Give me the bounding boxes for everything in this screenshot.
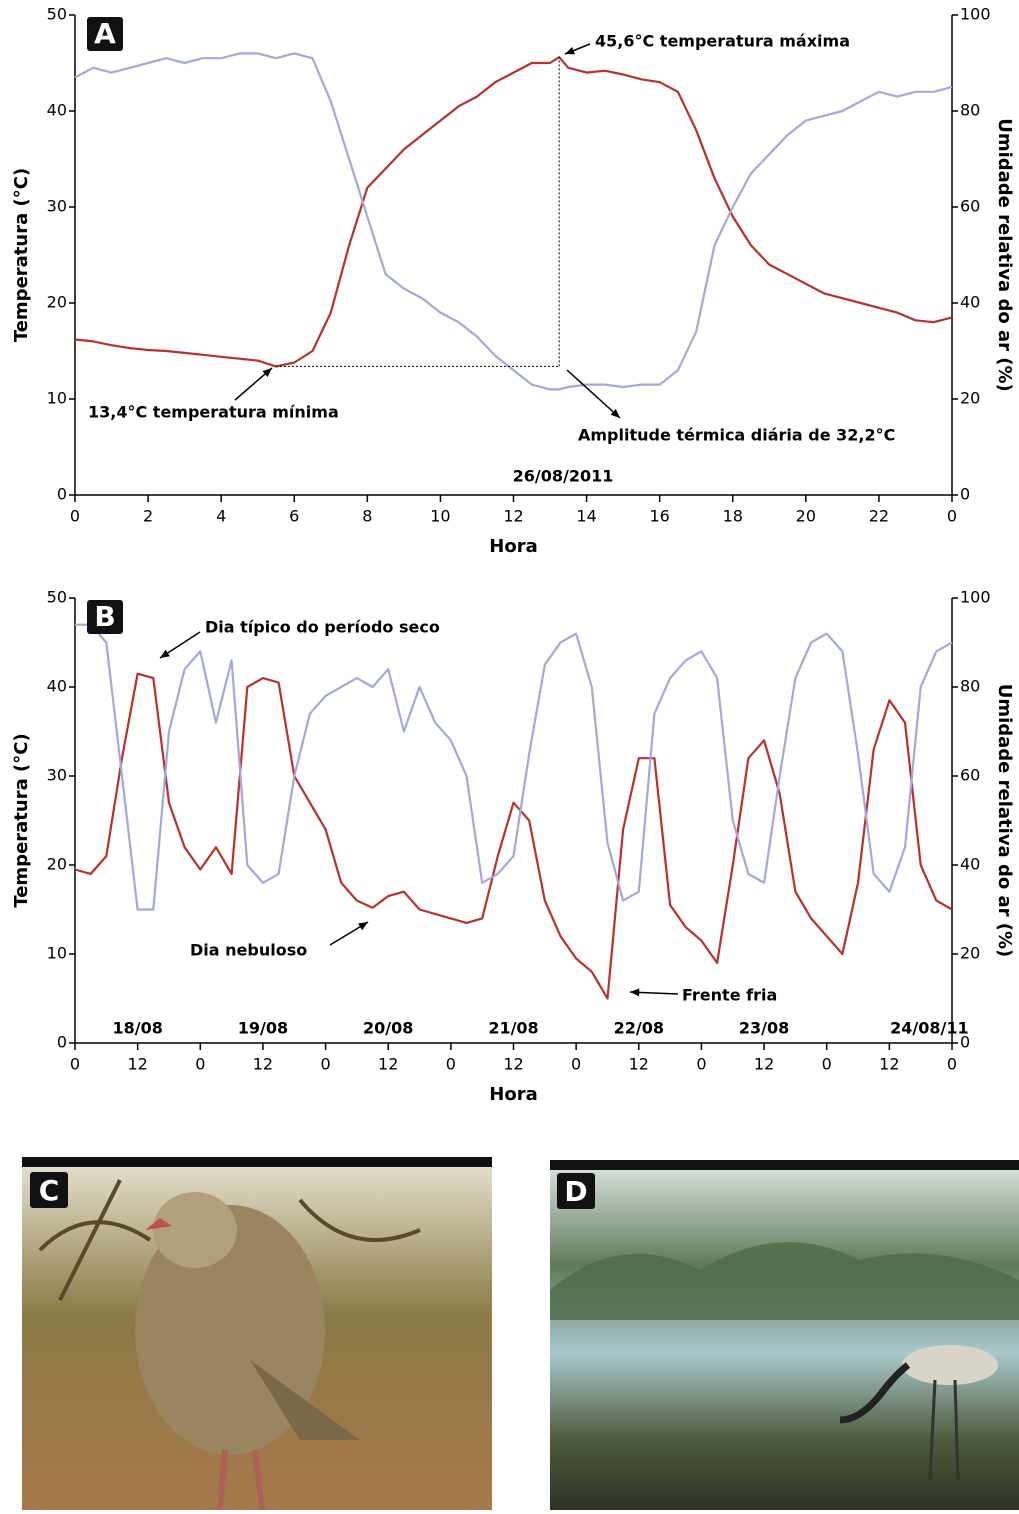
y-tick-label: 50	[47, 5, 67, 24]
x-tick-label: 12	[127, 1055, 147, 1074]
x-tick-label: 14	[576, 507, 596, 526]
x-tick-label: 20	[796, 507, 816, 526]
y2-tick-label: 40	[960, 293, 980, 312]
y-tick-label: 30	[47, 766, 67, 785]
y-tick-label: 20	[47, 293, 67, 312]
annotation: 13,4°C temperatura mínima	[88, 403, 339, 422]
day-label: 23/08	[739, 1019, 789, 1038]
x-tick-label: 8	[362, 507, 372, 526]
x-tick-label: 12	[253, 1055, 273, 1074]
y-axis-label: Temperatura (°C)	[11, 168, 32, 342]
x-tick-label: 12	[503, 1055, 523, 1074]
y2-axis-label: Umidade relativa do ar (%)	[994, 118, 1015, 392]
data-line	[74, 672, 953, 1000]
data-line	[74, 52, 953, 391]
arrow-head	[630, 988, 640, 997]
y2-tick-label: 100	[960, 5, 991, 24]
y2-tick-label: 80	[960, 101, 980, 120]
y2-tick-label: 60	[960, 766, 980, 785]
y-tick-label: 20	[47, 855, 67, 874]
x-tick-label: 22	[869, 507, 889, 526]
y2-tick-label: 20	[960, 389, 980, 408]
y-tick-label: 0	[57, 485, 67, 504]
day-label: 20/08	[363, 1019, 413, 1038]
y2-tick-label: 40	[960, 855, 980, 874]
y2-tick-label: 100	[960, 588, 991, 607]
annotation: 45,6°C temperatura máxima	[595, 32, 850, 51]
day-label: 22/08	[614, 1019, 664, 1038]
y-tick-label: 40	[47, 101, 67, 120]
y2-tick-label: 0	[960, 485, 970, 504]
x-tick-label: 0	[947, 1055, 957, 1074]
x-tick-label: 12	[378, 1055, 398, 1074]
x-tick-label: 0	[947, 507, 957, 526]
y-tick-label: 0	[57, 1033, 67, 1052]
arrow-head	[160, 649, 170, 658]
panel-label: A	[94, 17, 116, 50]
y-tick-label: 10	[47, 944, 67, 963]
photo-label: C	[39, 1174, 60, 1207]
x-axis-label: Hora	[489, 536, 537, 557]
x-axis-label: Hora	[489, 1084, 537, 1105]
x-tick-label: 0	[320, 1055, 330, 1074]
photo-label: D	[564, 1175, 587, 1208]
arrow	[566, 369, 621, 419]
photo-d	[550, 1160, 1019, 1510]
day-label: 24/08/11	[890, 1019, 968, 1038]
x-tick-label: 0	[446, 1055, 456, 1074]
x-tick-label: 0	[70, 507, 80, 526]
arrow-head	[565, 46, 575, 55]
x-tick-label: 0	[822, 1055, 832, 1074]
annotation: Amplitude térmica diária de 32,2°C	[578, 426, 895, 445]
y-tick-label: 10	[47, 389, 67, 408]
x-tick-label: 2	[143, 507, 153, 526]
y-axis-label: Temperatura (°C)	[11, 733, 32, 907]
x-tick-label: 0	[696, 1055, 706, 1074]
day-label: 21/08	[488, 1019, 538, 1038]
day-label: 18/08	[112, 1019, 162, 1038]
y2-tick-label: 20	[960, 944, 980, 963]
arrow-head	[262, 368, 272, 377]
x-tick-label: 0	[195, 1055, 205, 1074]
panel-badge	[87, 17, 123, 51]
x-tick-label: 10	[430, 507, 450, 526]
annotation: Frente fria	[682, 986, 777, 1005]
x-tick-label: 12	[754, 1055, 774, 1074]
annotation: 26/08/2011	[513, 467, 614, 486]
day-label: 19/08	[238, 1019, 288, 1038]
panel-badge	[87, 600, 123, 634]
y2-tick-label: 80	[960, 677, 980, 696]
y-tick-label: 30	[47, 197, 67, 216]
photo-c	[22, 1157, 492, 1511]
panel-label: B	[94, 600, 115, 633]
x-tick-label: 12	[503, 507, 523, 526]
x-tick-label: 18	[723, 507, 743, 526]
y2-tick-label: 60	[960, 197, 980, 216]
x-tick-label: 16	[649, 507, 669, 526]
data-line	[74, 56, 953, 368]
x-tick-label: 0	[571, 1055, 581, 1074]
data-line	[75, 623, 953, 911]
x-tick-label: 6	[289, 507, 299, 526]
y2-axis-label: Umidade relativa do ar (%)	[994, 684, 1015, 958]
y-tick-label: 40	[47, 677, 67, 696]
y-tick-label: 50	[47, 588, 67, 607]
x-tick-label: 4	[216, 507, 226, 526]
arrow-head	[358, 922, 368, 931]
x-tick-label: 0	[70, 1055, 80, 1074]
x-tick-label: 12	[879, 1055, 899, 1074]
y2-tick-label: 0	[960, 1033, 970, 1052]
annotation: Dia típico do período seco	[205, 618, 440, 637]
x-tick-label: 12	[629, 1055, 649, 1074]
arrow-head	[610, 408, 620, 418]
annotation: Dia nebuloso	[190, 941, 307, 960]
